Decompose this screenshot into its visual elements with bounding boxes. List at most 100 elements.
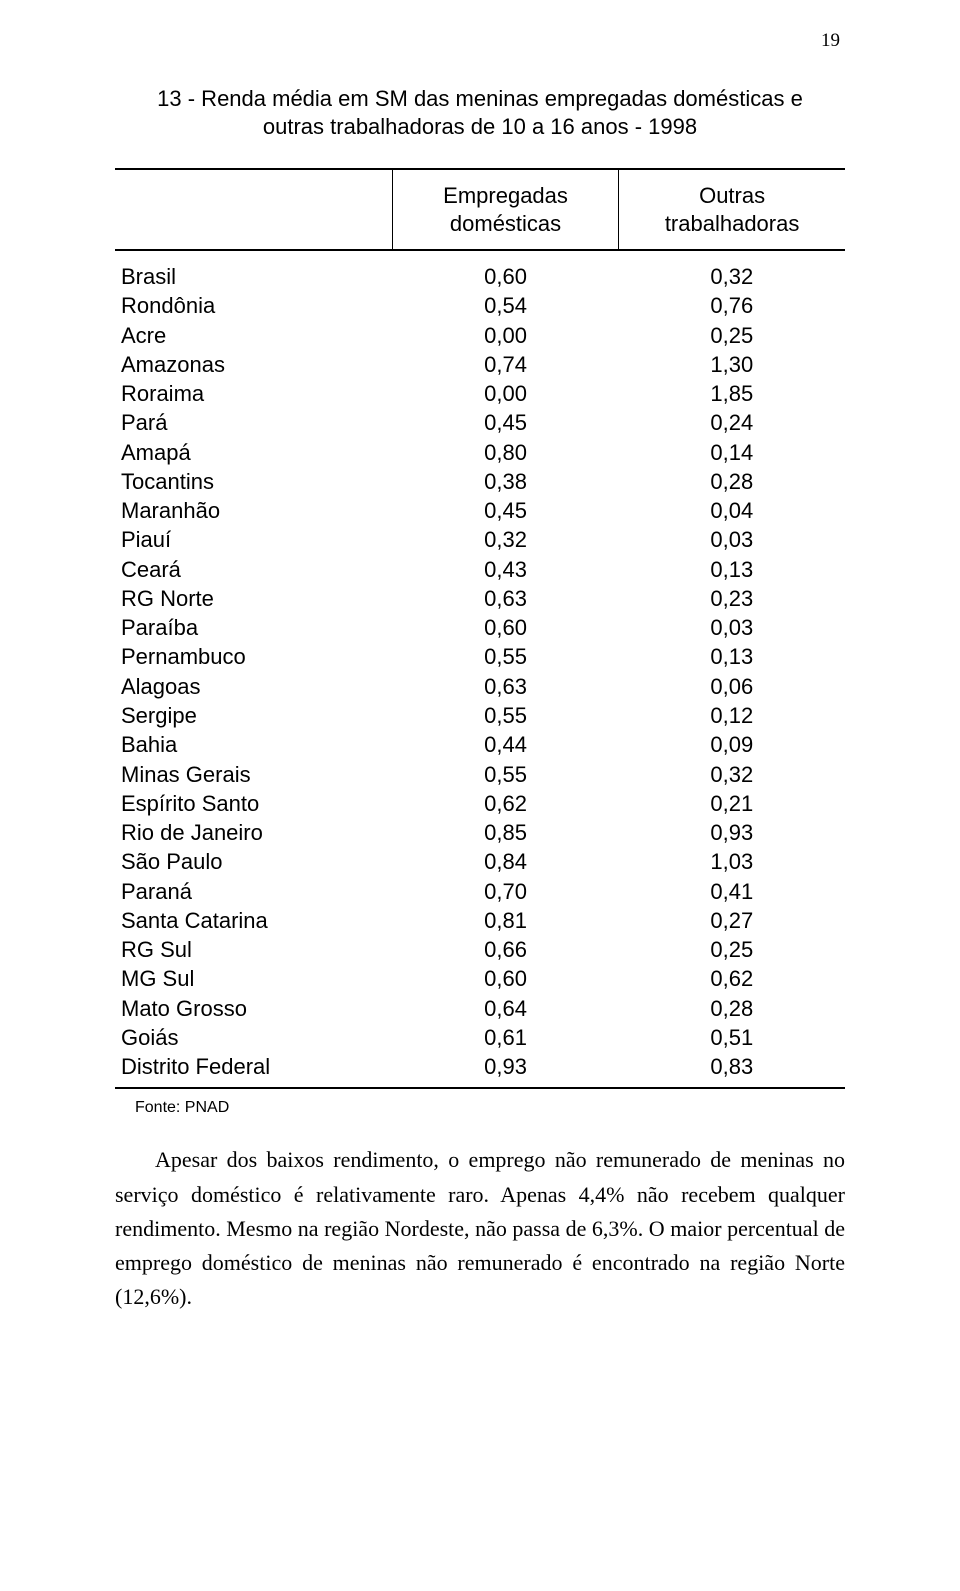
cell-v2: 0,04 — [619, 496, 845, 525]
table-row: Rio de Janeiro0,850,93 — [115, 818, 845, 847]
table-body: Brasil0,600,32Rondônia0,540,76Acre0,000,… — [115, 250, 845, 1081]
cell-v2: 0,83 — [619, 1052, 845, 1081]
table-row: Pará0,450,24 — [115, 408, 845, 437]
cell-state: Alagoas — [115, 672, 392, 701]
table-row: Maranhão0,450,04 — [115, 496, 845, 525]
cell-state: Goiás — [115, 1023, 392, 1052]
cell-v2: 0,76 — [619, 291, 845, 320]
cell-v2: 0,13 — [619, 642, 845, 671]
table-row: Minas Gerais0,550,32 — [115, 760, 845, 789]
cell-state: Roraima — [115, 379, 392, 408]
cell-v1: 0,45 — [392, 408, 618, 437]
data-table: Empregadas domésticas Outras trabalhador… — [115, 168, 845, 1081]
cell-v2: 0,12 — [619, 701, 845, 730]
cell-state: MG Sul — [115, 964, 392, 993]
cell-state: Sergipe — [115, 701, 392, 730]
header-col1-line2: domésticas — [450, 211, 561, 236]
cell-v2: 0,93 — [619, 818, 845, 847]
cell-state: Rio de Janeiro — [115, 818, 392, 847]
cell-v1: 0,80 — [392, 438, 618, 467]
table-row: Goiás0,610,51 — [115, 1023, 845, 1052]
table-row: Espírito Santo0,620,21 — [115, 789, 845, 818]
cell-v2: 0,14 — [619, 438, 845, 467]
table-row: Distrito Federal0,930,83 — [115, 1052, 845, 1081]
cell-state: Distrito Federal — [115, 1052, 392, 1081]
cell-state: RG Sul — [115, 935, 392, 964]
cell-v1: 0,60 — [392, 613, 618, 642]
table-row: Paraíba0,600,03 — [115, 613, 845, 642]
table-row: Mato Grosso0,640,28 — [115, 994, 845, 1023]
cell-v1: 0,43 — [392, 555, 618, 584]
cell-v2: 0,24 — [619, 408, 845, 437]
body-paragraph: Apesar dos baixos rendimento, o emprego … — [115, 1143, 845, 1313]
cell-v2: 0,03 — [619, 613, 845, 642]
table-row: Piauí0,320,03 — [115, 525, 845, 554]
cell-v1: 0,00 — [392, 379, 618, 408]
table-header-row: Empregadas domésticas Outras trabalhador… — [115, 169, 845, 250]
cell-state: Pará — [115, 408, 392, 437]
cell-state: Tocantins — [115, 467, 392, 496]
table-row: Paraná0,700,41 — [115, 877, 845, 906]
table-row: Rondônia0,540,76 — [115, 291, 845, 320]
cell-state: Pernambuco — [115, 642, 392, 671]
cell-state: Rondônia — [115, 291, 392, 320]
cell-v1: 0,70 — [392, 877, 618, 906]
table-row: Brasil0,600,32 — [115, 250, 845, 291]
table-row: Tocantins0,380,28 — [115, 467, 845, 496]
cell-v2: 1,03 — [619, 847, 845, 876]
table-row: Roraima0,001,85 — [115, 379, 845, 408]
cell-state: Bahia — [115, 730, 392, 759]
cell-v1: 0,66 — [392, 935, 618, 964]
cell-v2: 0,03 — [619, 525, 845, 554]
cell-v2: 0,28 — [619, 467, 845, 496]
cell-v2: 1,85 — [619, 379, 845, 408]
cell-state: Espírito Santo — [115, 789, 392, 818]
cell-v2: 0,13 — [619, 555, 845, 584]
cell-v1: 0,54 — [392, 291, 618, 320]
cell-v2: 0,21 — [619, 789, 845, 818]
cell-v2: 0,06 — [619, 672, 845, 701]
table-row: Sergipe0,550,12 — [115, 701, 845, 730]
cell-v1: 0,44 — [392, 730, 618, 759]
cell-v1: 0,81 — [392, 906, 618, 935]
cell-v2: 0,62 — [619, 964, 845, 993]
cell-v2: 0,27 — [619, 906, 845, 935]
cell-v1: 0,84 — [392, 847, 618, 876]
cell-v1: 0,93 — [392, 1052, 618, 1081]
header-col1: Empregadas domésticas — [392, 169, 618, 250]
cell-state: Amapá — [115, 438, 392, 467]
cell-v2: 1,30 — [619, 350, 845, 379]
table-row: Alagoas0,630,06 — [115, 672, 845, 701]
cell-state: Paraíba — [115, 613, 392, 642]
cell-state: Minas Gerais — [115, 760, 392, 789]
cell-v2: 0,51 — [619, 1023, 845, 1052]
cell-state: Brasil — [115, 250, 392, 291]
cell-state: Acre — [115, 321, 392, 350]
cell-state: Paraná — [115, 877, 392, 906]
cell-v2: 0,41 — [619, 877, 845, 906]
cell-state: Amazonas — [115, 350, 392, 379]
header-state — [115, 169, 392, 250]
cell-v1: 0,63 — [392, 672, 618, 701]
cell-v1: 0,60 — [392, 964, 618, 993]
table-row: RG Norte0,630,23 — [115, 584, 845, 613]
cell-v1: 0,38 — [392, 467, 618, 496]
cell-state: São Paulo — [115, 847, 392, 876]
cell-state: Piauí — [115, 525, 392, 554]
cell-state: Maranhão — [115, 496, 392, 525]
cell-state: Ceará — [115, 555, 392, 584]
table-row: Santa Catarina0,810,27 — [115, 906, 845, 935]
table-source: Fonte: PNAD — [135, 1099, 845, 1117]
header-col2-line1: Outras — [699, 183, 765, 208]
cell-v1: 0,45 — [392, 496, 618, 525]
cell-v2: 0,28 — [619, 994, 845, 1023]
cell-v1: 0,85 — [392, 818, 618, 847]
table-title-line2: outras trabalhadoras de 10 a 16 anos - 1… — [263, 114, 697, 139]
table-bottom-rule — [115, 1087, 845, 1089]
cell-v2: 0,23 — [619, 584, 845, 613]
cell-v1: 0,63 — [392, 584, 618, 613]
header-col2-line2: trabalhadoras — [665, 211, 800, 236]
table-row: RG Sul0,660,25 — [115, 935, 845, 964]
page-number: 19 — [821, 30, 840, 52]
header-col2: Outras trabalhadoras — [619, 169, 845, 250]
